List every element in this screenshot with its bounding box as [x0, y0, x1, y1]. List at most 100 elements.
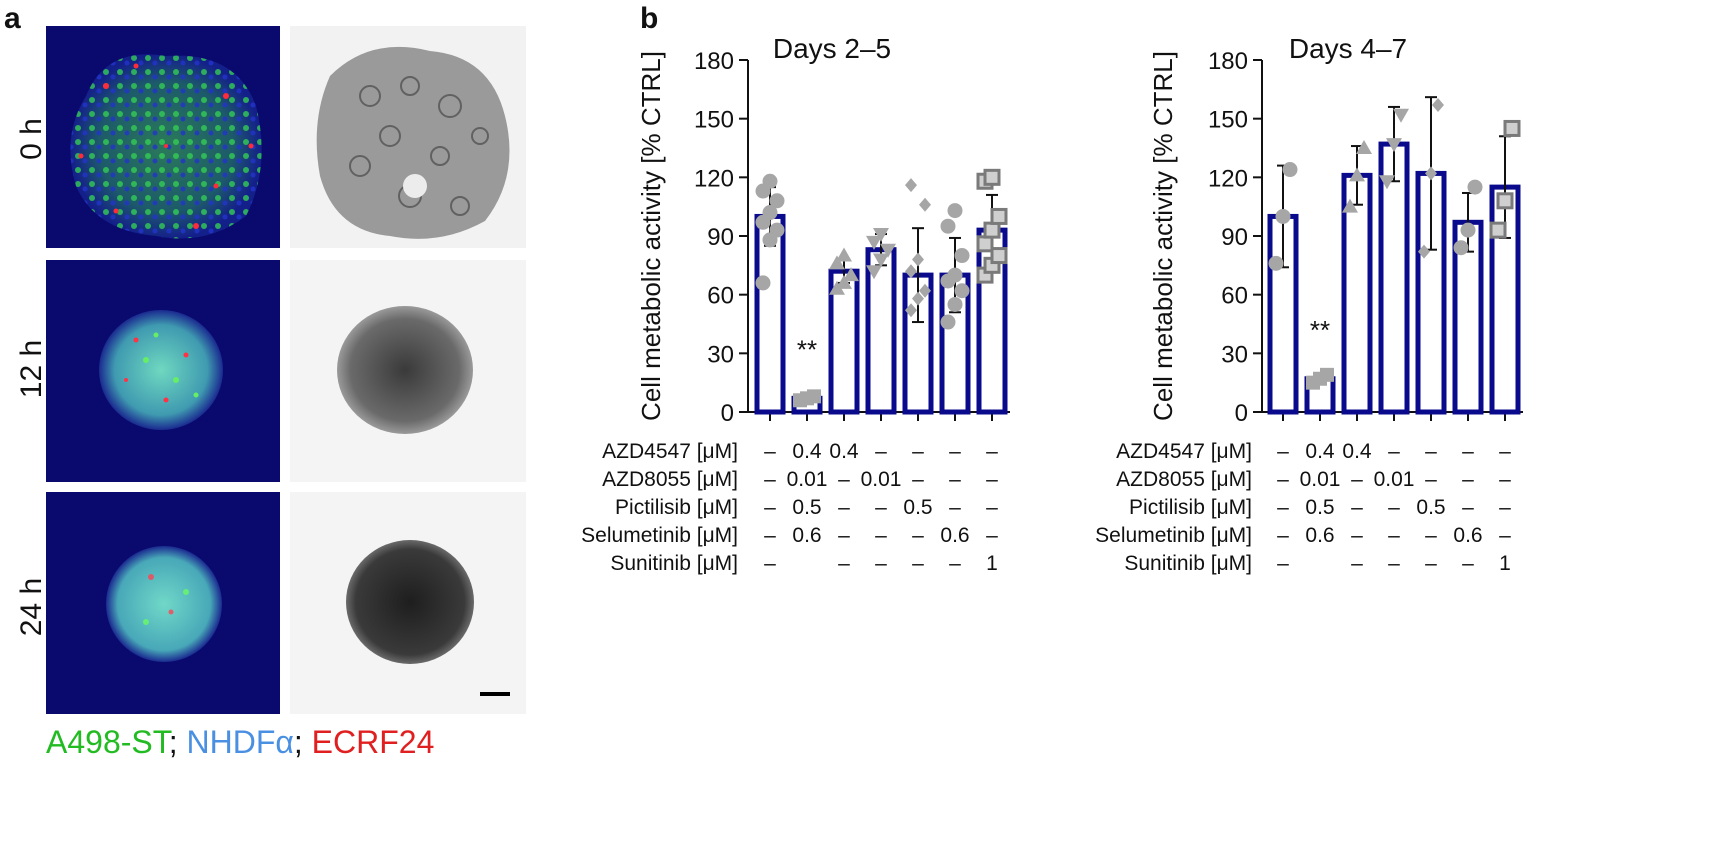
treatment-value: –	[949, 496, 961, 519]
treatment-value: –	[1388, 524, 1400, 547]
treatment-label: AZD4547 [μM]	[602, 440, 738, 463]
data-point	[947, 267, 963, 283]
data-point	[1320, 367, 1334, 382]
treatment-value: –	[949, 468, 961, 491]
data-point	[940, 314, 956, 330]
data-point	[905, 264, 917, 279]
data-point	[1268, 255, 1284, 271]
treatment-value: –	[764, 524, 776, 547]
treatment-value: –	[1499, 496, 1511, 519]
treatment-label: Pictilisib [μM]	[615, 496, 738, 519]
data-point	[976, 235, 994, 253]
treatment-label: AZD8055 [μM]	[1116, 468, 1252, 491]
treatment-value: –	[875, 524, 887, 547]
treatment-value: –	[838, 552, 850, 575]
treatment-value: –	[1277, 552, 1289, 575]
y-axis-label: Cell metabolic activity [% CTRL]	[636, 51, 666, 421]
data-point	[1356, 140, 1372, 154]
brightfield-image-12h	[290, 260, 526, 482]
treatment-value: –	[912, 552, 924, 575]
significance-label: **	[797, 334, 817, 364]
legend-sep-1: ;	[168, 724, 187, 760]
treatment-value: –	[949, 440, 961, 463]
data-point	[947, 296, 963, 312]
data-point	[1349, 167, 1365, 182]
treatment-value: –	[1351, 496, 1363, 519]
treatment-value: 0.6	[1305, 524, 1334, 547]
channel-legend: A498-ST; NHDFα; ECRF24	[46, 724, 434, 761]
treatment-value: –	[1388, 552, 1400, 575]
treatment-value: –	[986, 468, 998, 491]
legend-ecrf24: ECRF24	[311, 724, 435, 760]
treatment-value: –	[1388, 440, 1400, 463]
fluorescence-image-24h	[46, 492, 280, 714]
data-point	[836, 247, 852, 262]
fluorescence-image-0h	[46, 26, 280, 248]
treatment-value: 0.5	[1416, 496, 1445, 519]
data-point	[836, 274, 852, 289]
y-tick-label: 90	[1221, 224, 1248, 251]
treatment-value: –	[1351, 552, 1363, 575]
treatment-value: 0.4	[1305, 440, 1335, 463]
treatment-value: –	[1277, 524, 1289, 547]
data-point	[1393, 108, 1409, 123]
treatment-value: 0.4	[792, 440, 822, 463]
y-tick-label: 150	[694, 107, 734, 134]
treatment-value: –	[912, 524, 924, 547]
treatment-value: –	[1499, 468, 1511, 491]
treatment-label: AZD8055 [μM]	[602, 468, 738, 491]
data-point	[912, 291, 924, 306]
data-point	[807, 389, 821, 404]
treatment-value: –	[1277, 468, 1289, 491]
treatment-value: –	[764, 468, 776, 491]
treatment-label: AZD4547 [μM]	[1116, 440, 1252, 463]
treatment-label: Selumetinib [μM]	[581, 524, 738, 547]
treatment-value: –	[1462, 468, 1474, 491]
treatment-value: 1	[1499, 552, 1511, 575]
treatment-value: 0.5	[1305, 496, 1334, 519]
treatment-value: –	[875, 552, 887, 575]
y-tick-label: 180	[1208, 48, 1248, 75]
y-axis-label: Cell metabolic activity [% CTRL]	[1148, 51, 1178, 421]
treatment-value: –	[912, 440, 924, 463]
data-point	[905, 303, 917, 318]
treatment-value: 0.01	[861, 468, 902, 491]
data-point	[1386, 138, 1402, 153]
fluorescence-image-12h	[46, 260, 280, 482]
treatment-value: 0.01	[1300, 468, 1341, 491]
y-tick-label: 60	[1221, 283, 1248, 310]
treatment-value: –	[1462, 552, 1474, 575]
data-point	[866, 265, 882, 280]
treatment-value: –	[1388, 496, 1400, 519]
data-point	[1342, 198, 1358, 213]
y-tick-label: 90	[707, 224, 734, 251]
treatment-value: –	[1462, 440, 1474, 463]
treatment-value: –	[986, 440, 998, 463]
legend-nhdf: NHDFα	[186, 724, 294, 760]
data-point	[1282, 162, 1298, 178]
treatment-value: 0.4	[1342, 440, 1372, 463]
treatment-value: –	[1499, 524, 1511, 547]
data-point	[947, 203, 963, 219]
treatment-value: –	[1351, 524, 1363, 547]
chart-title: Days 2–5	[773, 33, 891, 64]
treatment-value: –	[838, 468, 850, 491]
treatment-value: –	[1425, 468, 1437, 491]
treatment-value: –	[838, 496, 850, 519]
data-point	[829, 255, 845, 270]
treatment-value: –	[1425, 524, 1437, 547]
data-point	[873, 228, 889, 243]
y-tick-label: 60	[707, 283, 734, 310]
treatment-value: 0.6	[1453, 524, 1482, 547]
data-point	[1379, 175, 1395, 190]
data-point	[919, 283, 931, 298]
treatment-value: 0.01	[1374, 468, 1415, 491]
treatment-value: 0.4	[829, 440, 859, 463]
treatment-value: –	[1351, 468, 1363, 491]
treatment-value: 1	[986, 552, 998, 575]
data-point	[983, 168, 1001, 186]
treatment-value: –	[986, 496, 998, 519]
data-point	[755, 275, 771, 291]
y-tick-label: 120	[694, 165, 734, 192]
